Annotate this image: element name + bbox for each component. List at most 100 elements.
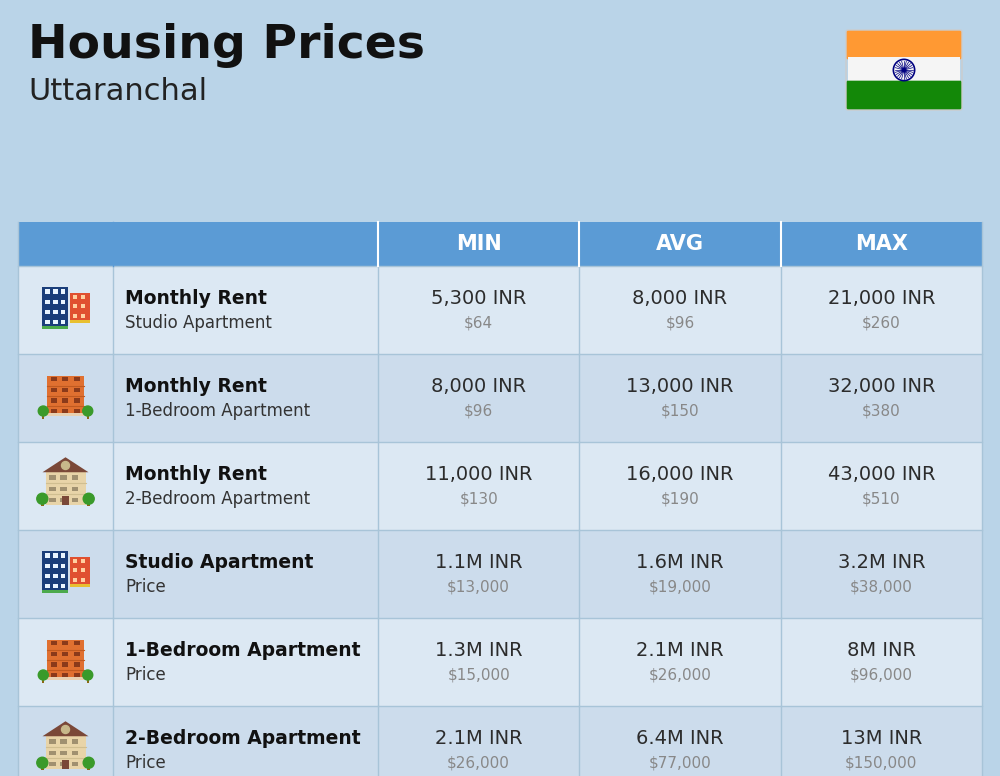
Bar (53, 573, 58, 578)
Bar (62, 398, 68, 403)
Bar (81, 568, 85, 573)
Text: 2.1M INR: 2.1M INR (636, 642, 724, 660)
Text: 1-Bedroom Apartment: 1-Bedroom Apartment (125, 402, 310, 420)
Bar (62, 760, 69, 769)
Circle shape (83, 757, 94, 768)
Circle shape (83, 406, 93, 416)
Bar (61, 300, 65, 303)
Bar (62, 496, 69, 504)
Bar (45, 320, 50, 324)
Bar (49, 750, 56, 755)
Text: $96,000: $96,000 (850, 667, 913, 683)
Text: 8,000 INR: 8,000 INR (632, 289, 728, 309)
Bar (74, 387, 80, 392)
Bar (50, 387, 56, 392)
Text: 1.1M INR: 1.1M INR (435, 553, 522, 573)
Bar (49, 487, 56, 491)
Text: AVG: AVG (656, 234, 704, 254)
Bar (81, 295, 85, 299)
Text: $150,000: $150,000 (845, 756, 918, 771)
Bar (70, 584, 90, 587)
Text: $510: $510 (862, 491, 901, 507)
Bar (50, 663, 56, 667)
Bar (72, 498, 78, 503)
Text: 1.3M INR: 1.3M INR (435, 642, 522, 660)
Bar (61, 310, 65, 314)
Text: 11,000 INR: 11,000 INR (425, 466, 532, 484)
Bar (18, 266, 982, 354)
Text: $64: $64 (464, 316, 493, 331)
Text: $380: $380 (862, 404, 901, 418)
Text: Monthly Rent: Monthly Rent (125, 289, 267, 309)
Bar (72, 750, 78, 755)
Bar (61, 563, 65, 568)
Text: $130: $130 (459, 491, 498, 507)
Bar (73, 314, 77, 317)
Text: 3.2M INR: 3.2M INR (838, 553, 925, 573)
Text: $26,000: $26,000 (649, 667, 711, 683)
Text: Studio Apartment: Studio Apartment (125, 314, 272, 332)
Bar (61, 320, 65, 324)
Bar (53, 289, 58, 293)
FancyBboxPatch shape (846, 81, 962, 110)
Bar (53, 320, 58, 324)
Bar (62, 663, 68, 667)
Bar (41, 501, 44, 506)
Bar (81, 577, 85, 581)
Text: $96: $96 (665, 316, 695, 331)
Circle shape (38, 406, 48, 416)
Bar (60, 487, 67, 491)
Bar (72, 487, 78, 491)
Text: Housing Prices: Housing Prices (28, 23, 425, 68)
Bar (73, 304, 77, 308)
Text: $13,000: $13,000 (447, 580, 510, 594)
Bar (47, 376, 84, 416)
Bar (45, 573, 50, 578)
Bar (61, 573, 65, 578)
Bar (41, 765, 44, 770)
Bar (87, 677, 89, 683)
Bar (53, 300, 58, 303)
Text: $260: $260 (862, 316, 901, 331)
Bar (18, 354, 982, 442)
Circle shape (37, 757, 48, 768)
Circle shape (62, 726, 70, 733)
Bar (50, 641, 56, 645)
Bar (45, 300, 50, 303)
Bar (87, 765, 90, 770)
Bar (62, 387, 68, 392)
Bar (72, 475, 78, 480)
Bar (61, 553, 65, 557)
Circle shape (83, 494, 94, 504)
Bar (49, 740, 56, 743)
Bar (60, 750, 67, 755)
Bar (49, 762, 56, 767)
Bar (87, 413, 89, 418)
Bar (74, 674, 80, 677)
Bar (60, 475, 67, 480)
Text: Studio Apartment: Studio Apartment (125, 553, 313, 573)
Bar (62, 641, 68, 645)
Text: Uttaranchal: Uttaranchal (28, 78, 207, 106)
Circle shape (83, 670, 93, 680)
Bar (74, 398, 80, 403)
Bar (42, 551, 68, 593)
Bar (50, 409, 56, 414)
Bar (18, 706, 982, 776)
Bar (73, 559, 77, 563)
Text: 2-Bedroom Apartment: 2-Bedroom Apartment (125, 490, 310, 508)
Bar (72, 740, 78, 743)
Text: 43,000 INR: 43,000 INR (828, 466, 935, 484)
Text: 1.6M INR: 1.6M INR (636, 553, 724, 573)
Bar (47, 413, 84, 416)
Bar (87, 501, 90, 506)
Bar (62, 674, 68, 677)
Bar (61, 584, 65, 588)
Bar (50, 398, 56, 403)
Text: 2-Bedroom Apartment: 2-Bedroom Apartment (125, 729, 361, 749)
Bar (45, 584, 50, 588)
Bar (47, 677, 84, 680)
Bar (61, 289, 65, 293)
Text: $15,000: $15,000 (447, 667, 510, 683)
Bar (60, 762, 67, 767)
